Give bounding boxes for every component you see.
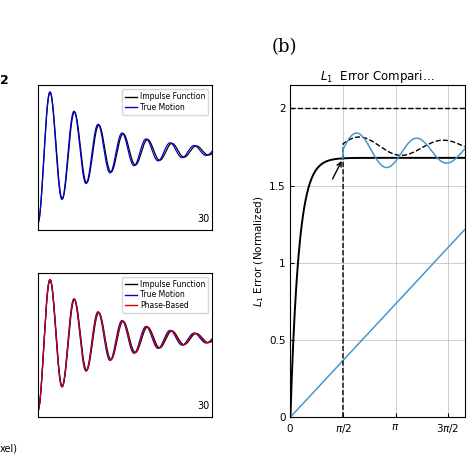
Text: 30: 30 — [197, 401, 209, 411]
Text: xel): xel) — [0, 443, 18, 453]
Y-axis label: $L_1$ Error (Normalized): $L_1$ Error (Normalized) — [253, 196, 266, 307]
Legend: Impulse Function, True Motion, Phase-Based: Impulse Function, True Motion, Phase-Bas… — [122, 277, 208, 313]
Text: (b): (b) — [272, 38, 297, 56]
Text: 30: 30 — [197, 214, 209, 224]
Title: $L_1$  Error Compari…: $L_1$ Error Compari… — [320, 68, 435, 85]
Legend: Impulse Function, True Motion: Impulse Function, True Motion — [122, 89, 208, 115]
Text: 2: 2 — [0, 74, 9, 87]
